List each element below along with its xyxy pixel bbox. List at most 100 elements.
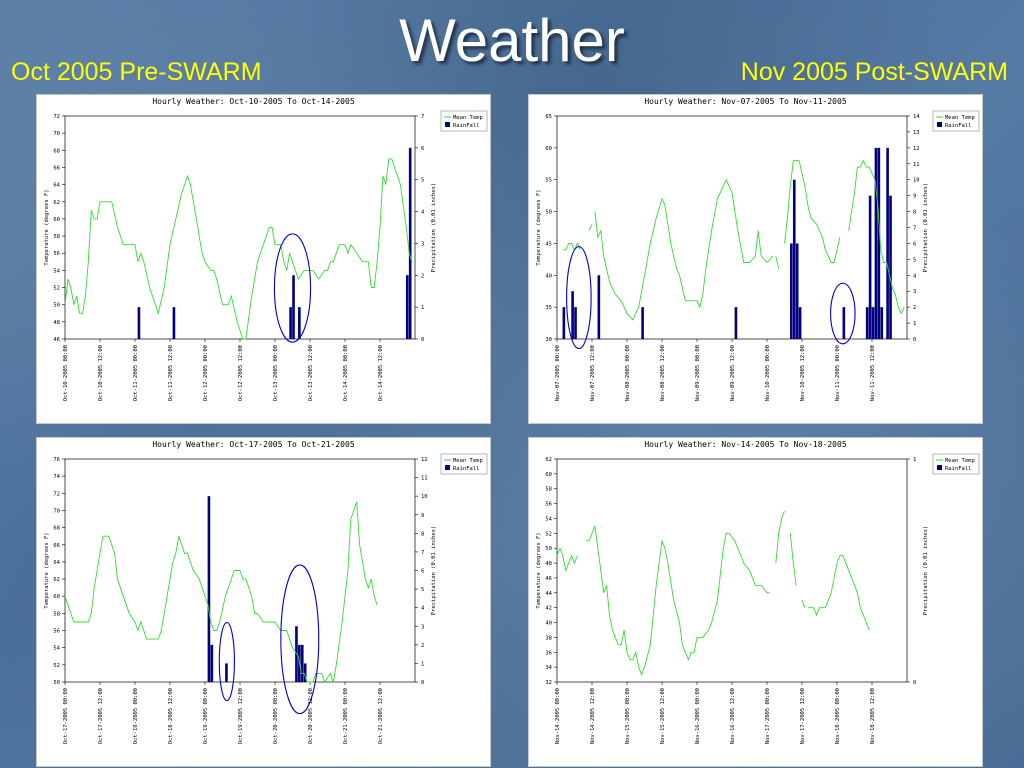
y-axis-label: Temperature (degrees F) [536, 189, 542, 265]
temperature-line [789, 533, 797, 586]
y2-tick-label: 9 [913, 194, 916, 200]
x-tick-label: Nov-10-2005 00:00 [765, 345, 771, 401]
x-tick-label: Oct-13-2005 00:00 [273, 345, 279, 401]
y2-tick-label: 13 [913, 130, 920, 136]
weather-chart-svg: Hourly Weather: Oct-10-2005 To Oct-14-20… [44, 97, 488, 401]
weather-chart-svg: Hourly Weather: Nov-14-2005 To Nov-18-20… [536, 440, 980, 744]
rain-bar [289, 307, 292, 339]
y2-tick-label: 3 [913, 289, 916, 295]
rain-bar [210, 644, 214, 682]
rain-bar [795, 243, 799, 339]
rain-bar [734, 307, 738, 339]
y2-tick-label: 0 [421, 337, 424, 343]
highlight-circle [280, 564, 320, 715]
chart-panel-nov-14: Hourly Weather: Nov-14-2005 To Nov-18-20… [528, 437, 983, 767]
rain-bar [303, 663, 307, 682]
x-tick-label: Nov-08-2005 12:00 [660, 345, 666, 401]
rain-bar [597, 275, 601, 339]
temperature-line [848, 159, 905, 315]
highlight-circle [830, 282, 856, 345]
rain-bar [641, 307, 644, 339]
x-tick-label: Nov-11-2005 12:00 [870, 345, 876, 401]
temperature-line [807, 555, 870, 631]
y2-tick-label: 10 [421, 494, 428, 500]
y-tick-label: 30 [545, 337, 552, 343]
y2-tick-label: 7 [913, 226, 916, 232]
legend-rain-label: RainFall [945, 123, 972, 129]
chart-title: Hourly Weather: Oct-10-2005 To Oct-14-20… [152, 97, 354, 106]
temperature-line [775, 256, 780, 270]
y-tick-label: 48 [53, 320, 60, 326]
x-tick-label: Oct-17-2005 12:00 [98, 688, 104, 744]
legend-temp-label: Mean Temp [945, 115, 975, 121]
rain-bar [865, 307, 869, 339]
y-tick-label: 46 [545, 576, 552, 582]
y-tick-label: 64 [53, 183, 60, 189]
x-tick-label: Nov-07-2005 12:00 [590, 345, 596, 401]
y-tick-label: 72 [53, 114, 60, 120]
chart-panel-oct-17: Hourly Weather: Oct-17-2005 To Oct-21-20… [36, 437, 491, 767]
y-tick-label: 46 [53, 337, 60, 343]
y-tick-label: 50 [545, 210, 552, 216]
x-tick-label: Oct-20-2005 12:00 [308, 688, 314, 744]
legend-temp-label: Mean Temp [453, 458, 483, 464]
y2-tick-label: 1 [913, 457, 916, 463]
y-tick-label: 40 [545, 273, 552, 279]
y2-tick-label: 9 [421, 513, 424, 519]
temperature-line [562, 242, 581, 251]
y-tick-label: 54 [53, 268, 60, 274]
temperature-line [556, 546, 578, 573]
y2-axis-label: Precipitation (0.01 inches) [923, 526, 929, 615]
temperature-line [784, 160, 841, 263]
y-tick-label: 62 [53, 200, 60, 206]
x-tick-label: Oct-12-2005 12:00 [238, 345, 244, 401]
y2-axis-label: Precipitation (0.01 inches) [431, 526, 437, 615]
y2-tick-label: 7 [421, 114, 424, 120]
y2-tick-label: 2 [913, 305, 916, 311]
y-tick-label: 60 [545, 472, 552, 478]
y-tick-label: 50 [53, 680, 60, 686]
y-tick-label: 36 [545, 650, 552, 656]
y-tick-label: 60 [53, 594, 60, 600]
y-tick-label: 66 [53, 543, 60, 549]
rain-bar [790, 243, 793, 339]
rain-bar [207, 496, 211, 682]
x-tick-label: Nov-10-2005 12:00 [800, 345, 806, 401]
y2-tick-label: 6 [421, 569, 424, 575]
y-tick-label: 52 [53, 286, 60, 292]
y2-tick-label: 1 [421, 661, 424, 667]
y-tick-label: 40 [545, 621, 552, 627]
y2-tick-label: 8 [421, 531, 424, 537]
x-tick-label: Oct-21-2005 00:00 [343, 688, 349, 744]
rain-bar [405, 275, 409, 339]
rain-bar [886, 147, 889, 339]
temperature-line [594, 178, 774, 321]
rain-bar [874, 147, 878, 339]
x-tick-label: Nov-18-2005 00:00 [835, 688, 841, 744]
rain-bar [889, 195, 892, 339]
y-tick-label: 54 [53, 646, 60, 652]
highlight-circle [273, 233, 312, 343]
legend-rain-swatch [445, 465, 450, 470]
y-tick-label: 32 [545, 680, 552, 686]
y-tick-label: 42 [545, 606, 552, 612]
y-tick-label: 44 [545, 591, 552, 597]
y-tick-label: 54 [545, 516, 552, 522]
x-tick-label: Nov-14-2005 00:00 [555, 688, 561, 744]
y2-tick-label: 6 [421, 146, 424, 152]
x-tick-label: Nov-18-2005 12:00 [870, 688, 876, 744]
legend-temp-label: Mean Temp [945, 458, 975, 464]
chart-title: Hourly Weather: Oct-17-2005 To Oct-21-20… [152, 440, 354, 449]
x-tick-label: Nov-14-2005 12:00 [590, 688, 596, 744]
x-tick-label: Oct-14-2005 00:00 [343, 345, 349, 401]
y2-tick-label: 7 [421, 550, 424, 556]
chart-panel-nov-07: Hourly Weather: Nov-07-2005 To Nov-11-20… [528, 94, 983, 424]
x-tick-label: Oct-10-2005 00:00 [63, 345, 69, 401]
x-tick-label: Oct-10-2005 12:00 [98, 345, 104, 401]
legend-rain-swatch [445, 122, 450, 127]
x-tick-label: Nov-15-2005 12:00 [660, 688, 666, 744]
y-tick-label: 35 [545, 305, 552, 311]
highlight-circle [218, 621, 236, 702]
weather-chart-svg: Hourly Weather: Nov-07-2005 To Nov-11-20… [536, 97, 980, 401]
y-tick-label: 58 [53, 611, 60, 617]
